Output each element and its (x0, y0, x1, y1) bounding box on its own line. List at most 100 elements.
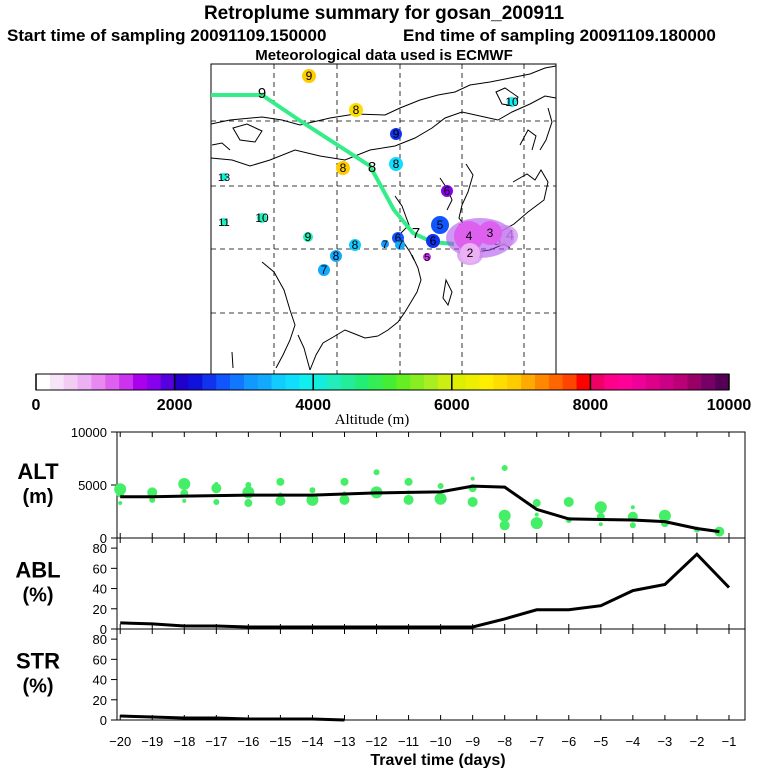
alt-scatter-point (403, 494, 414, 505)
colorbar-segment (285, 374, 300, 390)
plume-cluster-label: 5 (437, 218, 444, 232)
panel-data-line (120, 484, 720, 534)
coastline (539, 107, 553, 151)
plume-cluster-dot (507, 97, 517, 107)
colorbar-segment (382, 374, 397, 390)
colorbar-segment (340, 374, 356, 390)
plume-cluster-label: 11 (218, 217, 229, 229)
plume-cluster-label: 7 (382, 239, 388, 251)
colorbar-segment (562, 374, 578, 390)
colorbar-segment (49, 374, 65, 390)
colorbar-segment (493, 374, 508, 390)
alt-scatter-point (594, 501, 607, 514)
alt-scatter-point (563, 496, 574, 507)
alt-scatter-point (373, 469, 380, 476)
map-frame (210, 63, 557, 375)
alt-scatter-point (340, 477, 349, 486)
alt-scatter-point (275, 495, 286, 506)
y-tick-label: 20 (93, 602, 107, 617)
colorbar-segment (299, 374, 314, 390)
colorbar-segment (368, 374, 383, 390)
coastline (377, 254, 422, 337)
plume-cluster-label: 6 (444, 184, 451, 198)
colorbar-segment (673, 374, 688, 390)
plume-cluster-dot (390, 128, 402, 140)
y-tick-label: 60 (93, 561, 107, 576)
plume-cluster-label: 10 (255, 211, 269, 225)
plume-cluster-label: 8 (340, 161, 347, 175)
panel-ylabel: ABL (15, 558, 60, 583)
panel-yunit: (%) (22, 676, 53, 698)
coastline (442, 278, 453, 307)
y-tick-label: 0 (100, 622, 107, 637)
alt-scatter-point (467, 496, 478, 507)
colorbar-segment (590, 374, 605, 390)
colorbar-segment (36, 374, 51, 390)
y-tick-label: 80 (93, 632, 107, 647)
plume-cluster-dot (257, 213, 267, 223)
x-tick-label: −8 (497, 734, 512, 749)
x-tick-label: −5 (593, 734, 608, 749)
colorbar-segment (105, 374, 120, 390)
alt-scatter-point (534, 512, 539, 517)
colorbar-segment (424, 374, 439, 390)
x-tick-label: −10 (430, 734, 452, 749)
colorbar-segment (576, 374, 591, 390)
plume-cluster-label: 10 (505, 95, 519, 109)
x-tick-label: −20 (109, 734, 131, 749)
colorbar-segment (216, 374, 231, 390)
alt-scatter-point (114, 483, 127, 496)
plot-title: Retroplume summary for gosan_200911 (203, 3, 565, 24)
alt-scatter-point (118, 501, 123, 506)
x-tick-label: −1 (722, 734, 737, 749)
colorbar-segment (396, 374, 411, 390)
str-panel: 80 60 40 20 0 STR(%) (16, 628, 746, 728)
alt-scatter-point (630, 505, 635, 510)
x-tick-label: −2 (690, 734, 705, 749)
colorbar-segment (119, 374, 134, 390)
x-axis-title: Travel time (days) (370, 752, 505, 768)
coastline (211, 142, 231, 151)
plume-cluster-dot (431, 216, 449, 234)
colorbar-tick-label: 8000 (573, 397, 609, 414)
plume-cluster-label: 5 (424, 252, 430, 264)
plume-cluster-dot (220, 173, 228, 181)
x-tick-label: −11 (398, 734, 419, 749)
colorbar-segment (479, 374, 494, 390)
colorbar-tick-label: 4000 (295, 397, 331, 414)
y-tick-label: 5000 (78, 478, 107, 493)
plume-cluster-label: 8 (393, 157, 400, 171)
y-tick-label: 60 (93, 652, 107, 667)
colorbar-segment (687, 374, 702, 390)
colorbar-segment (604, 374, 619, 390)
colorbar-segment (327, 374, 342, 390)
alt-scatter-point (309, 487, 316, 494)
panel-data-line (120, 714, 345, 722)
plume-cluster-label: 6 (430, 234, 437, 248)
colorbar-segment (133, 374, 148, 390)
plume-cluster-dot (423, 253, 431, 261)
plume-cluster-label: 8 (353, 103, 360, 117)
alt-scatter-point (498, 509, 511, 522)
plume-cluster-dot (381, 240, 389, 248)
colorbar-segment (534, 374, 550, 390)
x-tick-label: −15 (269, 734, 291, 749)
alt-scatter-point (501, 465, 508, 472)
plume-cluster-label: 2 (467, 246, 474, 260)
colorbar-segment (715, 374, 730, 390)
alt-scatter-point (213, 498, 220, 505)
y-tick-label: 20 (93, 693, 107, 708)
alt-scatter-point (404, 477, 413, 486)
coastline (394, 195, 415, 261)
alt-scatter-point (244, 499, 253, 508)
alt-scatter-point (214, 481, 219, 486)
plume-cluster-label: 4 (466, 229, 473, 243)
colorbar-segment (451, 374, 467, 390)
plume-cluster-dot (318, 264, 330, 276)
alt-panel: 10000 5000 0 ALT(m) (17, 425, 746, 546)
alt-scatter-point (470, 476, 475, 481)
coastline (231, 351, 234, 369)
colorbar-segment (174, 374, 189, 390)
colorbar-tick-label: 6000 (434, 397, 470, 414)
